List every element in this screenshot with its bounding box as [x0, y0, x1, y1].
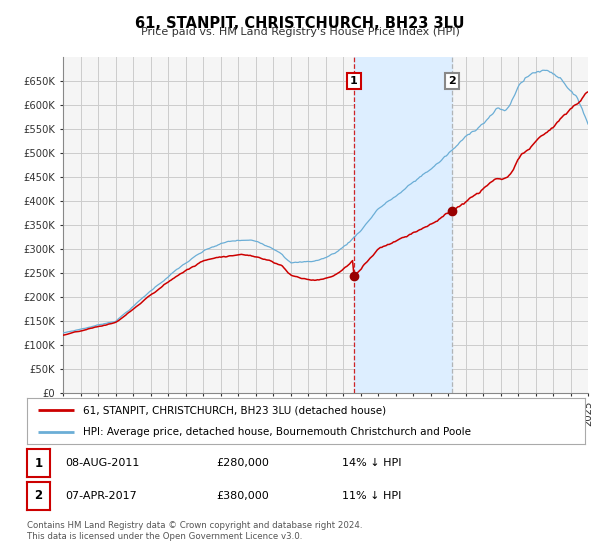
Text: 61, STANPIT, CHRISTCHURCH, BH23 3LU: 61, STANPIT, CHRISTCHURCH, BH23 3LU: [135, 16, 465, 31]
Text: 1: 1: [350, 76, 358, 86]
Text: 14% ↓ HPI: 14% ↓ HPI: [342, 458, 401, 468]
Text: 11% ↓ HPI: 11% ↓ HPI: [342, 491, 401, 501]
Text: Price paid vs. HM Land Registry's House Price Index (HPI): Price paid vs. HM Land Registry's House …: [140, 27, 460, 38]
Text: 1: 1: [34, 456, 43, 470]
Text: £380,000: £380,000: [216, 491, 269, 501]
Text: 2: 2: [34, 489, 43, 502]
Text: 2: 2: [448, 76, 456, 86]
Text: 61, STANPIT, CHRISTCHURCH, BH23 3LU (detached house): 61, STANPIT, CHRISTCHURCH, BH23 3LU (det…: [83, 405, 386, 416]
Bar: [354, 57, 452, 393]
Text: £280,000: £280,000: [216, 458, 269, 468]
Text: 07-APR-2017: 07-APR-2017: [65, 491, 137, 501]
Text: Contains HM Land Registry data © Crown copyright and database right 2024.: Contains HM Land Registry data © Crown c…: [27, 521, 362, 530]
Text: 08-AUG-2011: 08-AUG-2011: [65, 458, 139, 468]
Text: HPI: Average price, detached house, Bournemouth Christchurch and Poole: HPI: Average price, detached house, Bour…: [83, 427, 471, 437]
Text: This data is licensed under the Open Government Licence v3.0.: This data is licensed under the Open Gov…: [27, 532, 302, 541]
